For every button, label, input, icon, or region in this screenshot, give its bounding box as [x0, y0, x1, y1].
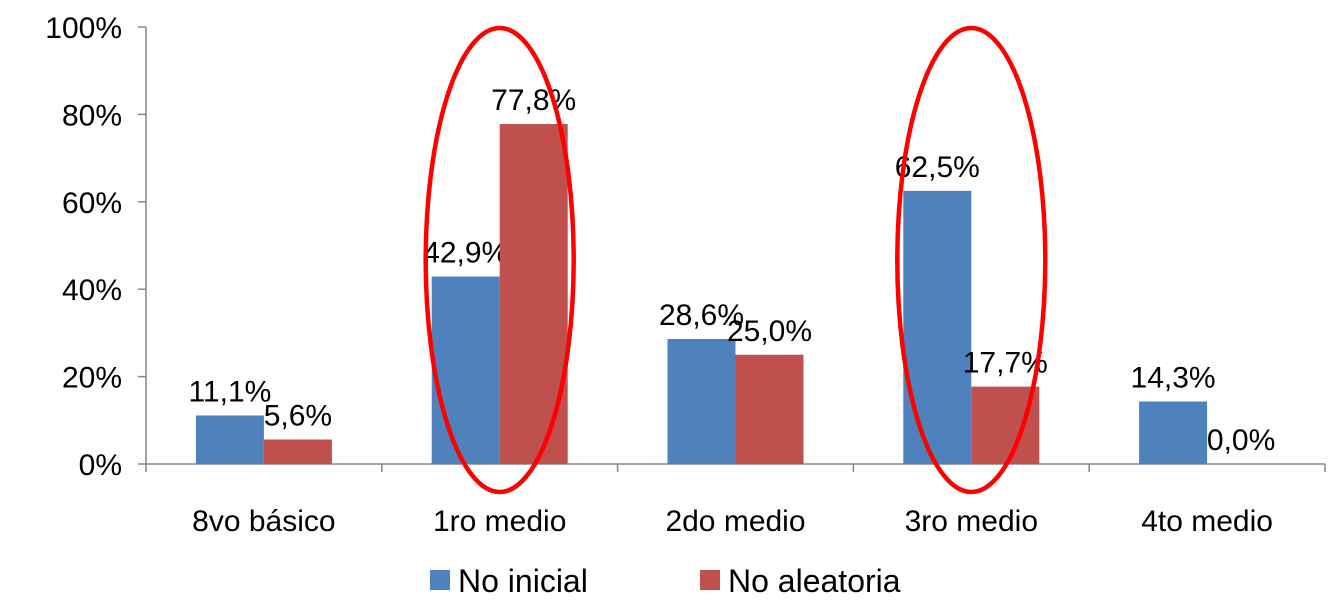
legend-swatch: [430, 570, 450, 590]
bar-no-aleatoria: [735, 354, 804, 464]
highlight-ellipse: [895, 25, 1048, 495]
data-label: 25,0%: [727, 315, 812, 348]
data-label: 0,0%: [1207, 424, 1275, 457]
legend-label: No inicial: [458, 563, 588, 599]
bar-no-aleatoria: [971, 386, 1040, 464]
y-tick-label: 40%: [62, 274, 122, 307]
x-category-label: 1ro medio: [433, 505, 566, 538]
x-category-label: 3ro medio: [905, 505, 1038, 538]
bar-no-inicial: [667, 339, 736, 464]
x-category-label: 8vo básico: [192, 505, 335, 538]
y-tick-label: 80%: [62, 99, 122, 132]
data-label: 42,9%: [423, 237, 508, 270]
data-label: 28,6%: [659, 299, 744, 332]
legend-swatch: [700, 570, 720, 590]
data-label: 77,8%: [491, 84, 576, 117]
y-tick-label: 60%: [62, 187, 122, 220]
data-label: 62,5%: [895, 151, 980, 184]
y-tick-label: 100%: [45, 12, 122, 45]
highlight-ellipse: [423, 25, 576, 495]
legend-label: No aleatoria: [728, 563, 901, 599]
y-tick-label: 20%: [62, 362, 122, 395]
bar-no-inicial: [1139, 401, 1208, 464]
bar-no-aleatoria: [263, 439, 332, 464]
y-tick-label: 0%: [79, 449, 122, 482]
x-category-label: 4to medio: [1141, 505, 1273, 538]
data-label: 14,3%: [1131, 362, 1216, 395]
bar-no-inicial: [431, 276, 500, 464]
bar-no-inicial: [195, 415, 264, 464]
bar-no-inicial: [903, 190, 972, 464]
data-label: 11,1%: [188, 375, 271, 408]
x-category-label: 2do medio: [665, 505, 805, 538]
data-label: 5,6%: [264, 400, 332, 433]
